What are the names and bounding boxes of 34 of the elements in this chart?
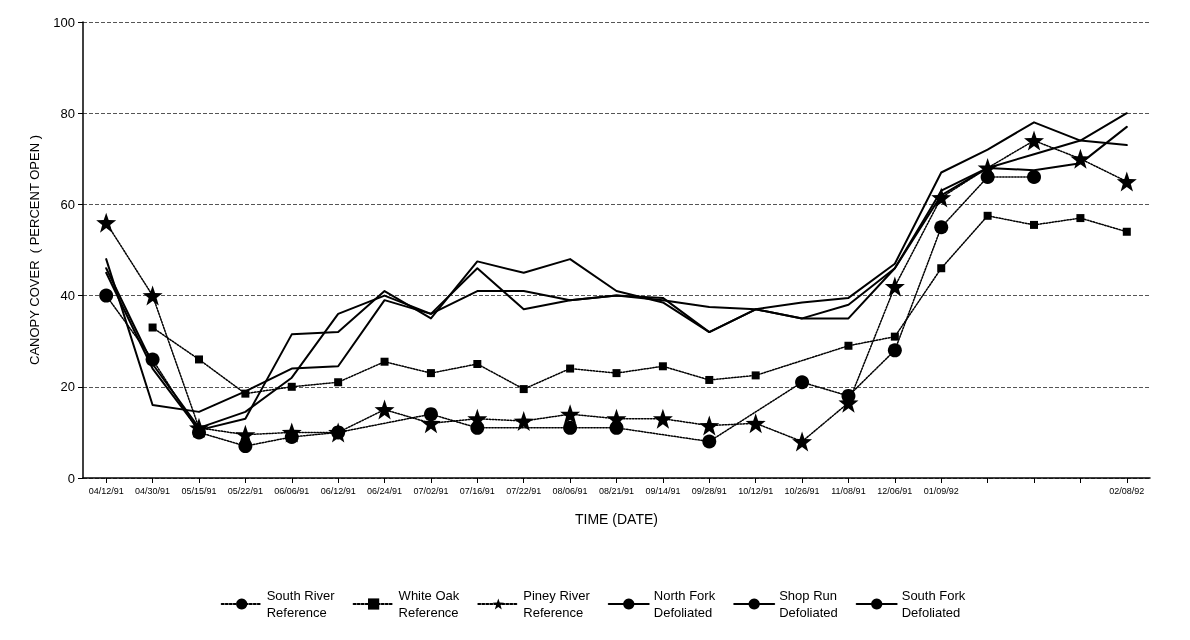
- x-tick-label: 06/12/91: [320, 485, 356, 496]
- x-tick-label: 09/14/91: [645, 485, 681, 496]
- x-axis-title: TIME (DATE): [575, 511, 658, 527]
- x-tick-label: 12/06/91: [877, 485, 913, 496]
- x-tick-label: 07/16/91: [459, 485, 495, 496]
- x-tick-label: 08/06/91: [552, 485, 588, 496]
- y-tick-label: 60: [60, 196, 75, 212]
- x-tick-label: 06/06/91: [274, 485, 310, 496]
- x-tick-label: 05/22/91: [227, 485, 263, 496]
- legend-label: South Fork Defoliated: [901, 588, 966, 620]
- x-tick-label: 01/09/92: [923, 485, 959, 496]
- x-tick-label: 04/30/91: [135, 485, 171, 496]
- x-tick-label: 04/12/91: [88, 485, 124, 496]
- legend-label: Piney River Reference: [523, 588, 591, 620]
- x-tick-label: 07/22/91: [506, 485, 542, 496]
- y-tick-label: 80: [60, 105, 75, 121]
- x-tick-label: 10/26/91: [784, 485, 820, 496]
- legend-label: South River Reference: [266, 588, 336, 620]
- x-tick-label: 09/28/91: [691, 485, 727, 496]
- y-tick-label: 20: [60, 379, 75, 395]
- legend-label: Shop Run Defoliated: [779, 588, 838, 620]
- x-tick-label: 02/08/92: [1109, 485, 1145, 496]
- y-axis-title: CANOPY COVER ( PERCENT OPEN ): [27, 135, 42, 365]
- y-tick-label: 100: [53, 14, 75, 30]
- x-tick-label: 05/15/91: [181, 485, 217, 496]
- x-tick-label: 08/21/91: [598, 485, 635, 496]
- legend-label: North Fork Defoliated: [653, 588, 716, 620]
- x-tick-label: 10/12/91: [738, 485, 774, 496]
- x-tick-label: 06/24/91: [367, 485, 403, 496]
- legend-label: White Oak Reference: [398, 588, 460, 620]
- x-tick-label: 11/08/91: [831, 485, 866, 496]
- y-tick-label: 40: [60, 288, 75, 304]
- x-tick-label: 07/02/91: [413, 485, 449, 496]
- y-tick-label: 0: [67, 470, 75, 486]
